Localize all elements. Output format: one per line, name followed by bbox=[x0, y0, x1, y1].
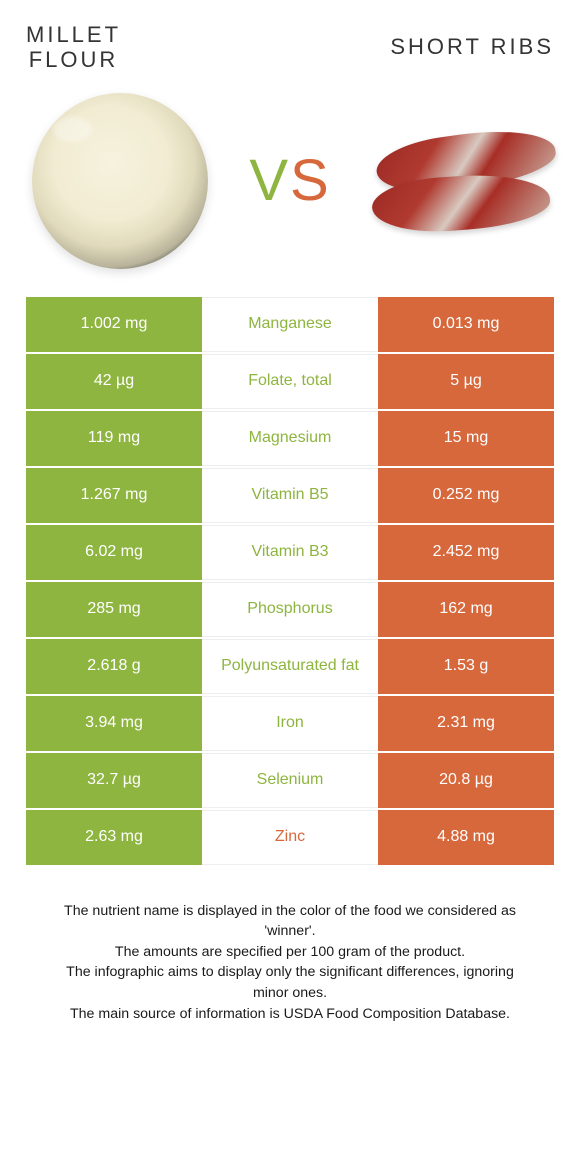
right-food-image bbox=[370, 91, 550, 271]
right-value: 5 µg bbox=[378, 354, 554, 409]
right-value: 0.013 mg bbox=[378, 297, 554, 352]
left-title-line1: MILLET bbox=[26, 22, 121, 47]
nutrient-label: Polyunsaturated fat bbox=[202, 639, 378, 694]
right-value: 162 mg bbox=[378, 582, 554, 637]
left-food-image bbox=[30, 91, 210, 271]
right-value: 20.8 µg bbox=[378, 753, 554, 808]
right-title: SHORT RIBS bbox=[390, 34, 554, 60]
table-row: 1.267 mgVitamin B50.252 mg bbox=[26, 468, 554, 523]
left-value: 6.02 mg bbox=[26, 525, 202, 580]
right-value: 0.252 mg bbox=[378, 468, 554, 523]
left-value: 32.7 µg bbox=[26, 753, 202, 808]
nutrient-label: Zinc bbox=[202, 810, 378, 865]
footnote-line: The main source of information is USDA F… bbox=[62, 1004, 518, 1025]
right-value: 4.88 mg bbox=[378, 810, 554, 865]
table-row: 1.002 mgManganese0.013 mg bbox=[26, 297, 554, 352]
nutrient-label: Magnesium bbox=[202, 411, 378, 466]
vs-label: VS bbox=[249, 147, 330, 214]
table-row: 6.02 mgVitamin B32.452 mg bbox=[26, 525, 554, 580]
short-ribs-icon bbox=[370, 126, 550, 236]
left-title-line2: FLOUR bbox=[26, 47, 121, 72]
left-value: 2.63 mg bbox=[26, 810, 202, 865]
nutrient-label: Vitamin B5 bbox=[202, 468, 378, 523]
left-value: 2.618 g bbox=[26, 639, 202, 694]
right-value: 2.31 mg bbox=[378, 696, 554, 751]
nutrient-label: Selenium bbox=[202, 753, 378, 808]
nutrient-label: Phosphorus bbox=[202, 582, 378, 637]
left-title: MILLET FLOUR bbox=[26, 22, 121, 73]
table-row: 285 mgPhosphorus162 mg bbox=[26, 582, 554, 637]
hero-row: VS bbox=[26, 91, 554, 271]
left-value: 1.267 mg bbox=[26, 468, 202, 523]
right-value: 15 mg bbox=[378, 411, 554, 466]
nutrient-label: Vitamin B3 bbox=[202, 525, 378, 580]
titles-row: MILLET FLOUR SHORT RIBS bbox=[26, 22, 554, 73]
table-row: 119 mgMagnesium15 mg bbox=[26, 411, 554, 466]
footnote-line: The amounts are specified per 100 gram o… bbox=[62, 942, 518, 963]
vs-s: S bbox=[290, 148, 331, 213]
nutrient-label: Iron bbox=[202, 696, 378, 751]
table-row: 42 µgFolate, total5 µg bbox=[26, 354, 554, 409]
left-value: 119 mg bbox=[26, 411, 202, 466]
footnote-line: The infographic aims to display only the… bbox=[62, 962, 518, 1003]
table-row: 3.94 mgIron2.31 mg bbox=[26, 696, 554, 751]
left-value: 3.94 mg bbox=[26, 696, 202, 751]
right-value: 1.53 g bbox=[378, 639, 554, 694]
nutrient-label: Folate, total bbox=[202, 354, 378, 409]
right-value: 2.452 mg bbox=[378, 525, 554, 580]
nutrient-table: 1.002 mgManganese0.013 mg42 µgFolate, to… bbox=[26, 297, 554, 865]
footnote-line: The nutrient name is displayed in the co… bbox=[62, 901, 518, 942]
left-value: 1.002 mg bbox=[26, 297, 202, 352]
left-value: 285 mg bbox=[26, 582, 202, 637]
vs-v: V bbox=[249, 148, 290, 213]
left-value: 42 µg bbox=[26, 354, 202, 409]
table-row: 32.7 µgSelenium20.8 µg bbox=[26, 753, 554, 808]
table-row: 2.63 mgZinc4.88 mg bbox=[26, 810, 554, 865]
flour-bowl-icon bbox=[32, 93, 208, 269]
table-row: 2.618 gPolyunsaturated fat1.53 g bbox=[26, 639, 554, 694]
footnotes: The nutrient name is displayed in the co… bbox=[26, 867, 554, 1025]
nutrient-label: Manganese bbox=[202, 297, 378, 352]
